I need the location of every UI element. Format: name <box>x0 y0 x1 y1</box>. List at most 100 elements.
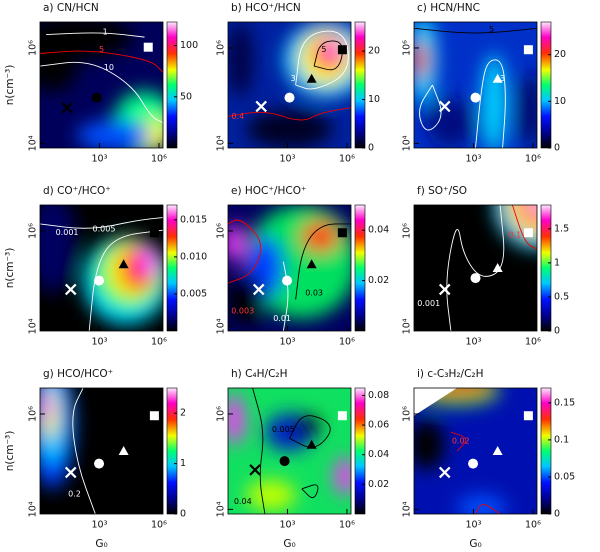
plot-frame <box>39 204 164 332</box>
x-tick-label: 10⁶ <box>339 337 355 348</box>
colorbar-tick-label: 0.02 <box>368 275 389 286</box>
y-tick-label: 10⁴ <box>402 501 413 517</box>
contour-label: 5 <box>489 25 494 34</box>
heatmap-blobs <box>493 205 537 250</box>
blob <box>301 221 339 252</box>
heatmap: 0.005 0.04 <box>228 388 351 514</box>
blob <box>228 223 244 262</box>
y-tick-label: 10⁶ <box>28 406 39 422</box>
colorbar-tick-label: 20 <box>554 49 566 60</box>
colorbar <box>166 204 178 332</box>
x-tick-label: 10⁶ <box>151 337 167 348</box>
y-axis-label: n(cm⁻³) <box>4 431 16 472</box>
plot-frame <box>413 21 538 149</box>
marker-triangle <box>118 259 129 269</box>
contour-line <box>46 32 145 38</box>
contour-label: 3 <box>500 74 505 83</box>
contour-label: 1 <box>103 28 108 37</box>
panel-title: g) HCO/HCO⁺ <box>43 368 113 380</box>
colorbar-tick-label: 100 <box>180 40 198 51</box>
heatmap: 0.003 0.03 0.01 <box>228 205 351 331</box>
x-axis-label: G₀ <box>283 538 295 550</box>
y-tick-label: 10⁴ <box>402 135 413 151</box>
contour-label: 0.001 <box>56 228 79 237</box>
marker-triangle <box>492 73 503 83</box>
y-tick-label: 10⁶ <box>28 223 39 239</box>
contour-label: 0.005 <box>93 224 116 233</box>
contour-line <box>40 61 163 124</box>
plot-frame <box>39 21 164 149</box>
contour-label: 5 <box>321 45 326 54</box>
marker-cross <box>252 283 265 296</box>
y-tick-label: 10⁶ <box>402 406 413 422</box>
panel-title: e) HOC⁺/HCO⁺ <box>231 185 307 197</box>
marker-square <box>523 45 533 55</box>
panel-title: d) CO⁺/HCO⁺ <box>43 185 111 197</box>
plot-frame <box>227 204 352 332</box>
y-tick-label: 10⁴ <box>216 501 227 517</box>
x-tick-label: 10⁶ <box>525 154 541 165</box>
contour-label: 0.01 <box>273 314 291 323</box>
colorbar-tick-label: 0.02 <box>368 479 389 490</box>
x-tick-label: 10³ <box>466 154 482 165</box>
colorbar <box>540 21 552 149</box>
marker-circle <box>282 275 293 286</box>
colorbar-tick-label: 0.05 <box>554 471 575 482</box>
marker-triangle <box>306 73 317 83</box>
heatmap-blobs <box>228 205 351 325</box>
panel-title: f) SO⁺/SO <box>417 185 467 197</box>
marker-triangle <box>306 439 317 449</box>
contour-label: 0.003 <box>231 306 254 315</box>
colorbar-tick-label: 20 <box>368 46 380 57</box>
contour-line <box>475 504 501 514</box>
marker-cross <box>438 466 451 479</box>
blob <box>414 419 445 470</box>
y-tick-label: 10⁴ <box>216 318 227 334</box>
colorbar <box>540 387 552 515</box>
plot-frame <box>227 21 352 149</box>
blob <box>246 479 296 511</box>
marker-square <box>337 228 347 238</box>
plot-frame <box>413 387 538 515</box>
blob <box>228 274 265 325</box>
marker-square <box>149 228 159 238</box>
y-tick-label: 10⁶ <box>216 223 227 239</box>
blank <box>414 388 458 416</box>
marker-triangle <box>492 446 503 455</box>
blob <box>246 110 333 148</box>
x-tick-label: 10⁶ <box>151 154 167 165</box>
contour-label: 0.02 <box>452 436 470 445</box>
colorbar-tick-label: 10 <box>368 94 380 105</box>
blob <box>228 394 244 445</box>
x-tick-label: 10³ <box>280 520 296 531</box>
marker-cross <box>64 466 77 479</box>
colorbar-tick-label: 0 <box>180 509 186 520</box>
marker-triangle <box>492 263 503 272</box>
colorbar-tick-label: 0 <box>554 326 560 337</box>
contour-line <box>450 431 467 452</box>
x-tick-label: 10⁶ <box>525 337 541 348</box>
contour-line <box>252 388 266 514</box>
plot-frame <box>39 387 164 515</box>
colorbar-tick-label: 0 <box>368 143 374 154</box>
blob <box>414 40 428 79</box>
plot-frame <box>413 204 538 332</box>
blob <box>40 40 77 92</box>
x-tick-label: 10³ <box>92 154 108 165</box>
blob <box>527 205 537 216</box>
y-axis-label: n(cm⁻³) <box>4 65 16 106</box>
heatmap-blobs <box>414 22 537 148</box>
heatmap-blobs <box>40 205 163 325</box>
colorbar <box>540 204 552 332</box>
y-tick-label: 10⁶ <box>216 40 227 56</box>
heatmap: 0.2 <box>40 388 163 514</box>
colorbar-tick-label: 0.010 <box>180 251 207 262</box>
colorbar-tick-label: 0.04 <box>368 225 389 236</box>
x-tick-label: 10³ <box>280 337 296 348</box>
colorbar-tick-label: 0.08 <box>368 390 389 401</box>
marker-cross <box>64 283 77 296</box>
contour-line <box>295 223 351 300</box>
contour-line <box>414 27 537 34</box>
contour-line <box>419 84 442 131</box>
